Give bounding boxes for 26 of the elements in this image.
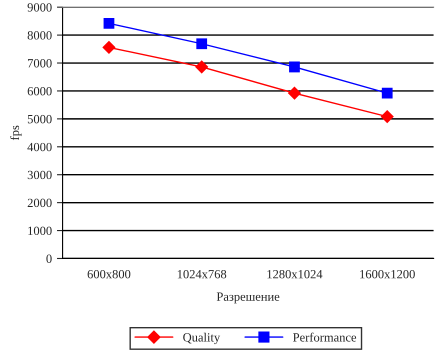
x-tick-label: 1600x1200	[360, 270, 415, 278]
y-tick-label: 8000	[28, 31, 52, 40]
point	[380, 110, 394, 124]
legend-label: Quality	[183, 332, 220, 344]
y-tick-label: 2000	[28, 198, 52, 208]
x-tick-label: 1280x1024	[267, 270, 322, 278]
y-tick-label: 4000	[27, 142, 52, 152]
y-tick-label: 9000	[28, 3, 52, 12]
point	[196, 38, 208, 50]
x-tick-label: 1024x768	[178, 270, 226, 278]
y-tick-label: 0	[46, 254, 52, 263]
point	[289, 62, 300, 72]
x-tick-label: 600x800	[88, 270, 130, 278]
point	[195, 60, 208, 74]
legend-label: Performance	[293, 332, 356, 342]
y-tick-label: 1000	[28, 226, 52, 236]
y-axis-title: fps	[10, 126, 22, 140]
y-tick-label: 7000	[28, 59, 52, 68]
y-tick-label: 3000	[28, 170, 52, 180]
x-axis-title: Разрешение	[216, 292, 280, 304]
y-tick-label: 5000	[28, 114, 52, 124]
y-tick-label: 6000	[28, 86, 52, 96]
point	[104, 18, 114, 29]
point	[102, 40, 116, 54]
point	[382, 88, 393, 99]
point	[288, 86, 301, 100]
